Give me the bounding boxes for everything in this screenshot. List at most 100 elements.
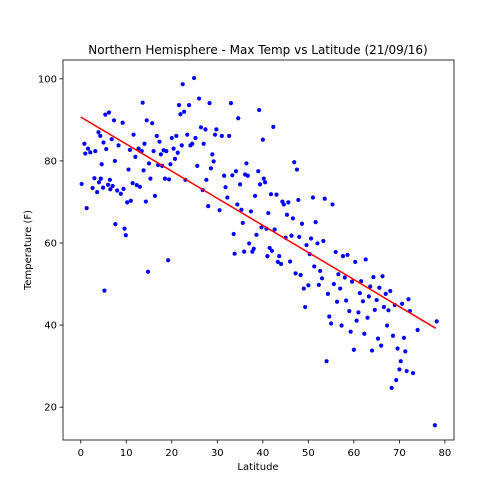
data-point	[176, 103, 182, 108]
data-point	[400, 301, 405, 306]
data-point	[293, 271, 298, 276]
data-point	[113, 222, 118, 227]
data-point	[368, 284, 373, 289]
data-point	[354, 318, 359, 323]
data-point	[195, 163, 200, 168]
data-point	[231, 231, 236, 237]
data-point	[146, 161, 152, 166]
data-point	[268, 192, 274, 197]
data-point	[353, 259, 358, 265]
data-point	[333, 249, 338, 255]
data-point	[207, 100, 212, 106]
data-point	[122, 226, 127, 231]
data-point	[201, 141, 206, 146]
data-point	[339, 323, 344, 328]
data-point	[111, 118, 117, 123]
data-point	[395, 346, 400, 351]
data-point	[146, 269, 151, 274]
data-point	[88, 150, 93, 155]
data-point	[342, 275, 347, 280]
data-point	[371, 274, 376, 280]
data-point	[348, 329, 353, 334]
data-point	[310, 195, 315, 200]
data-point	[336, 272, 341, 277]
data-point	[98, 176, 103, 181]
data-point	[261, 176, 266, 181]
data-point	[386, 308, 391, 313]
data-point	[257, 182, 263, 187]
data-point	[162, 176, 168, 181]
data-point	[319, 276, 325, 281]
data-point	[349, 279, 355, 284]
data-point	[158, 152, 163, 157]
data-point	[137, 184, 143, 189]
y-axis-label: Temperature (F)	[23, 210, 34, 291]
y-axis: 20 40 60 80 100	[38, 74, 63, 414]
data-point	[125, 200, 130, 205]
data-point	[388, 288, 393, 294]
data-point	[403, 349, 408, 354]
data-point	[329, 321, 334, 326]
data-point	[263, 180, 268, 185]
data-point	[334, 299, 340, 304]
data-point	[330, 202, 335, 207]
data-point	[256, 169, 261, 174]
data-point	[103, 112, 108, 117]
data-point	[289, 233, 294, 238]
data-point	[284, 212, 290, 217]
data-point	[377, 285, 382, 290]
data-point	[313, 219, 318, 225]
data-point	[225, 195, 230, 200]
y-tick-label: 20	[44, 403, 57, 414]
data-point	[315, 241, 320, 246]
data-point	[116, 143, 121, 148]
x-tick-label: 20	[165, 448, 178, 459]
data-point	[166, 258, 171, 263]
data-point	[100, 185, 106, 190]
data-point	[193, 135, 198, 141]
data-point	[112, 158, 117, 164]
data-point	[434, 319, 439, 324]
data-point	[248, 209, 254, 214]
data-point	[242, 249, 247, 254]
data-point	[277, 254, 282, 259]
data-point	[190, 141, 195, 146]
data-point	[85, 146, 91, 151]
data-point	[363, 257, 368, 262]
data-point	[212, 132, 218, 137]
data-point	[115, 188, 120, 193]
data-point	[278, 261, 284, 267]
data-point	[275, 259, 280, 265]
x-tick-label: 10	[120, 448, 133, 459]
data-point	[171, 146, 176, 151]
data-point	[164, 149, 169, 154]
data-point	[251, 246, 256, 251]
data-point	[375, 336, 381, 341]
data-point	[130, 181, 135, 186]
data-point	[148, 176, 153, 181]
data-point	[96, 130, 101, 135]
data-point	[322, 196, 327, 201]
data-point	[181, 109, 187, 114]
x-tick-label: 60	[347, 448, 360, 459]
data-point	[312, 264, 317, 269]
data-point	[93, 149, 98, 154]
data-point	[316, 282, 321, 287]
data-point	[219, 133, 224, 139]
data-point	[208, 166, 214, 171]
data-point	[301, 286, 306, 291]
data-point	[327, 314, 332, 319]
data-point	[406, 297, 411, 302]
data-point	[265, 254, 270, 259]
data-point	[109, 137, 114, 142]
data-point	[128, 198, 133, 203]
data-point	[150, 121, 155, 126]
data-point	[172, 156, 178, 161]
data-point	[140, 100, 145, 105]
data-point	[84, 206, 89, 211]
data-point	[104, 146, 109, 152]
data-point	[384, 323, 390, 328]
data-point	[157, 139, 162, 144]
data-point	[101, 140, 106, 145]
data-point	[99, 162, 104, 167]
